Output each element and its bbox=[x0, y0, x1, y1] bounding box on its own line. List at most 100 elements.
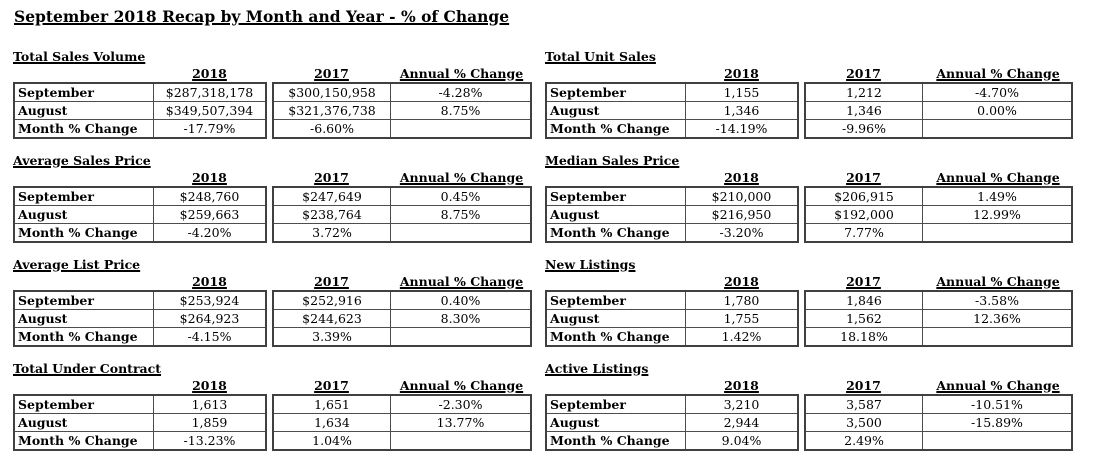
row-label-cell: September bbox=[15, 84, 154, 102]
column-header-2017: 2017 bbox=[804, 274, 923, 290]
value-2018-cell: -4.15% bbox=[187, 329, 232, 344]
value-2018-cell: -17.79% bbox=[183, 121, 236, 136]
column-header-row: 2018 2017 Annual % Change bbox=[13, 169, 532, 186]
column-header-row: 2018 2017 Annual % Change bbox=[545, 169, 1073, 186]
value-annual-cell: -15.89% bbox=[923, 414, 1071, 432]
table-gap bbox=[267, 82, 272, 139]
column-header-annual: Annual % Change bbox=[391, 378, 532, 394]
table-left-box: September $287,318,178 August $349,507,3… bbox=[13, 82, 267, 139]
column-header-annual: Annual % Change bbox=[923, 170, 1073, 186]
column-header-annual: Annual % Change bbox=[923, 66, 1073, 82]
column-header-annual: Annual % Change bbox=[391, 274, 532, 290]
table-right-box: $300,150,958 -4.28% $321,376,738 8.75% -… bbox=[272, 82, 532, 139]
row-label-cell: Month % Change bbox=[15, 224, 154, 241]
row-label-cell: August bbox=[547, 102, 686, 120]
row-label-cell: September bbox=[547, 292, 686, 310]
row-label-cell: Month % Change bbox=[547, 328, 686, 345]
value-2018-cell: 1,755 bbox=[686, 310, 797, 328]
value-2017-cell: $238,764 bbox=[274, 206, 391, 224]
table-right-box: 3,587 -10.51% 3,500 -15.89% 2.49% bbox=[804, 394, 1073, 451]
value-2018-cell: 1,859 bbox=[154, 414, 265, 432]
section-title-text: Active Listings bbox=[545, 361, 649, 376]
column-header-annual-text: Annual % Change bbox=[936, 170, 1060, 185]
section-title-text: New Listings bbox=[545, 257, 636, 272]
value-2018-cell: 9.04% bbox=[721, 433, 762, 448]
value-2018-cell: $248,760 bbox=[154, 188, 265, 206]
value-annual-cell: 13.77% bbox=[391, 414, 530, 432]
value-annual-cell: 0.45% bbox=[391, 188, 530, 206]
section-title-text: Total Sales Volume bbox=[13, 49, 146, 64]
right-column: Total Unit Sales 2018 2017 Annual % Chan… bbox=[545, 49, 1073, 465]
value-2017-cell: $247,649 bbox=[274, 188, 391, 206]
value-annual-cell: 12.36% bbox=[923, 310, 1071, 328]
value-annual-cell bbox=[391, 120, 530, 137]
value-2018-cell: $259,663 bbox=[154, 206, 265, 224]
value-2017-cell: 3.39% bbox=[274, 328, 391, 345]
value-annual-cell bbox=[391, 224, 530, 241]
left-column: Total Sales Volume 2018 2017 Annual % Ch… bbox=[13, 49, 532, 465]
value-2017-cell: $300,150,958 bbox=[274, 84, 391, 102]
value-annual-cell bbox=[923, 224, 1071, 241]
data-table: September 1,613 August 1,859 Month % Cha… bbox=[13, 394, 532, 451]
row-label-cell: September bbox=[15, 396, 154, 414]
section-title-text: Total Under Contract bbox=[13, 361, 162, 376]
column-header-row: 2018 2017 Annual % Change bbox=[545, 65, 1073, 82]
value-2018-cell: $210,000 bbox=[686, 188, 797, 206]
value-2017-cell: $244,623 bbox=[274, 310, 391, 328]
row-label-cell: August bbox=[547, 310, 686, 328]
value-annual-cell bbox=[391, 432, 530, 449]
value-2017-cell: -9.96% bbox=[806, 120, 923, 137]
value-2017-cell: 18.18% bbox=[806, 328, 923, 345]
section-title: Total Unit Sales bbox=[545, 49, 1073, 65]
row-label-cell: Month % Change bbox=[15, 328, 154, 345]
column-header-2018-text: 2018 bbox=[724, 274, 759, 289]
column-header-2018-text: 2018 bbox=[192, 170, 227, 185]
section-title-text: Average List Price bbox=[13, 257, 141, 272]
column-header-2018-text: 2018 bbox=[192, 378, 227, 393]
column-header-annual: Annual % Change bbox=[391, 66, 532, 82]
data-table: September 3,210 August 2,944 Month % Cha… bbox=[545, 394, 1073, 451]
column-header-2018: 2018 bbox=[152, 274, 267, 290]
table-right-box: 1,846 -3.58% 1,562 12.36% 18.18% bbox=[804, 290, 1073, 347]
column-header-2018-text: 2018 bbox=[724, 66, 759, 81]
data-table: September $253,924 August $264,923 Month… bbox=[13, 290, 532, 347]
value-2017-cell: 2.49% bbox=[806, 432, 923, 449]
value-2018-cell: 1,613 bbox=[154, 396, 265, 414]
value-2018-cell: 3,210 bbox=[686, 396, 797, 414]
row-label-cell: Month % Change bbox=[15, 120, 154, 137]
value-2017-cell: 1,846 bbox=[806, 292, 923, 310]
section-title: Total Sales Volume bbox=[13, 49, 532, 65]
column-header-annual-text: Annual % Change bbox=[399, 378, 524, 393]
value-2018-cell: $264,923 bbox=[154, 310, 265, 328]
metric-section: Median Sales Price 2018 2017 Annual % Ch… bbox=[545, 153, 1073, 243]
value-2017-cell: $321,376,738 bbox=[274, 102, 391, 120]
value-annual-cell: 0.00% bbox=[923, 102, 1071, 120]
value-2018-cell: $216,950 bbox=[686, 206, 797, 224]
column-header-2018-text: 2018 bbox=[192, 274, 227, 289]
column-header-2018: 2018 bbox=[152, 170, 267, 186]
row-label-cell: August bbox=[547, 206, 686, 224]
row-label-cell: September bbox=[15, 292, 154, 310]
column-header-2017-text: 2017 bbox=[314, 66, 349, 81]
value-2017-cell: 3,587 bbox=[806, 396, 923, 414]
column-header-2018: 2018 bbox=[684, 170, 799, 186]
value-annual-cell: 0.40% bbox=[391, 292, 530, 310]
column-header-2018-text: 2018 bbox=[724, 378, 759, 393]
column-header-2017: 2017 bbox=[272, 378, 391, 394]
row-label-cell: September bbox=[547, 396, 686, 414]
row-label-cell: September bbox=[547, 84, 686, 102]
row-label-cell: August bbox=[547, 414, 686, 432]
data-table: September $287,318,178 August $349,507,3… bbox=[13, 82, 532, 139]
table-right-box: 1,212 -4.70% 1,346 0.00% -9.96% bbox=[804, 82, 1073, 139]
table-left-box: September 1,613 August 1,859 Month % Cha… bbox=[13, 394, 267, 451]
metric-section: Total Sales Volume 2018 2017 Annual % Ch… bbox=[13, 49, 532, 139]
data-table: September 1,155 August 1,346 Month % Cha… bbox=[545, 82, 1073, 139]
column-header-2017: 2017 bbox=[272, 66, 391, 82]
value-2018-cell: -14.19% bbox=[715, 121, 768, 136]
column-header-2017: 2017 bbox=[804, 66, 923, 82]
value-2017-cell: 1,212 bbox=[806, 84, 923, 102]
page-title: September 2018 Recap by Month and Year -… bbox=[14, 7, 510, 26]
table-left-box: September $248,760 August $259,663 Month… bbox=[13, 186, 267, 243]
section-title: Median Sales Price bbox=[545, 153, 1073, 169]
metric-section: Average Sales Price 2018 2017 Annual % C… bbox=[13, 153, 532, 243]
